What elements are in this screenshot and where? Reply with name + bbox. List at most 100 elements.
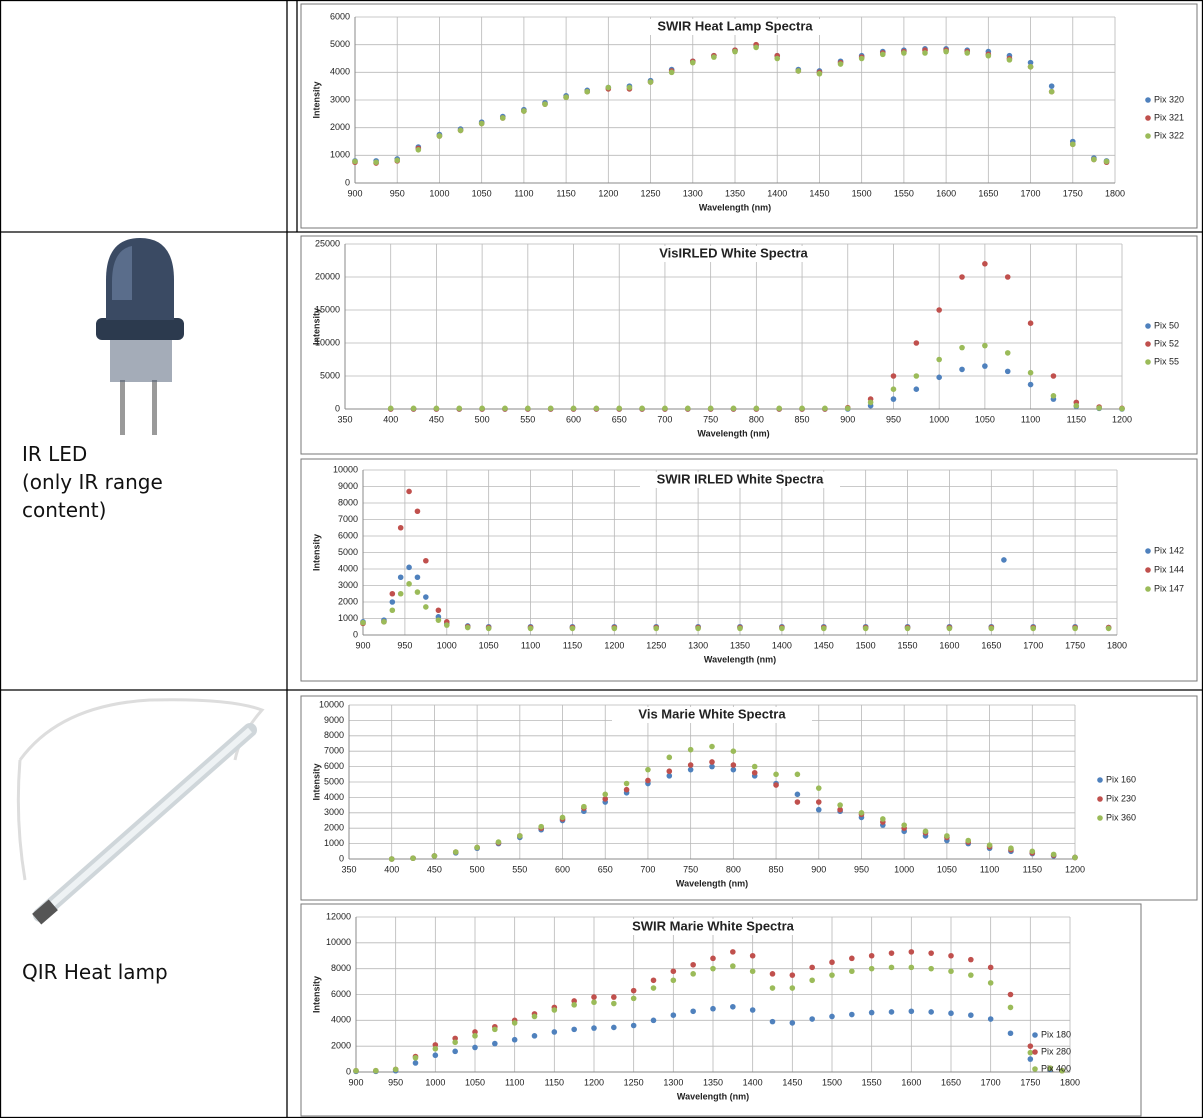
data-point [946,625,953,632]
x-tick-label: 350 [341,864,356,874]
data-point [730,1003,736,1010]
y-tick-label: 15000 [315,304,340,314]
y-tick-label: 0 [345,177,350,187]
data-point [749,1007,756,1013]
x-tick-label: 1800 [1107,640,1127,650]
chart-frame [300,458,1198,682]
legend-marker [1145,97,1151,103]
x-tick-label: 1300 [663,1077,683,1087]
x-tick-label: 1050 [479,640,499,650]
data-point [936,356,942,363]
data-point [570,405,577,412]
data-point [474,844,480,851]
y-axis-title: Intensity [311,308,321,345]
legend-marker [1032,1066,1038,1072]
data-point [959,274,965,280]
legend-label: Pix 52 [1154,338,1179,348]
data-point [690,961,696,968]
x-tick-label: 1650 [978,188,998,198]
data-point [922,50,928,56]
data-point [389,607,396,614]
data-point [381,619,387,625]
data-point [479,405,485,412]
data-point [551,1029,558,1035]
data-point [394,157,401,164]
data-point [822,405,828,412]
data-point [687,762,694,768]
data-point [849,955,855,962]
data-point [414,589,421,595]
data-point [888,950,895,956]
data-point [888,964,895,971]
data-point [710,965,716,972]
y-tick-label: 6000 [338,530,358,540]
data-point [1027,1043,1034,1049]
y-tick-label: 5000 [320,370,340,380]
x-tick-label: 550 [520,414,535,424]
data-point [414,574,421,581]
y-tick-label: 12000 [326,911,351,921]
qir-lamp-image [16,698,265,925]
data-point [730,963,736,969]
x-tick-label: 550 [512,864,527,874]
data-point [815,785,822,791]
data-point [849,968,855,975]
x-tick-label: 650 [598,864,613,874]
data-point [547,405,554,412]
title-bg [613,919,813,935]
x-tick-label: 1500 [822,1077,842,1087]
data-point [452,1039,458,1046]
data-point [1008,845,1014,852]
data-point [1027,369,1034,376]
y-tick-label: 10000 [315,337,340,347]
data-point [737,625,743,632]
data-point [948,952,954,959]
data-point [1007,1004,1014,1011]
y-tick-label: 2000 [331,1041,351,1051]
y-tick-label: 7000 [324,746,344,756]
x-tick-label: 1350 [725,188,745,198]
chart: 900 950 1000 1050 1100 1150 1200 1250 1300 1350 14… [300,458,1198,682]
chart-title: SWIR IRLED White Spectra [657,471,825,486]
legend-label: Pix 230 [1106,793,1136,803]
x-tick-label: 850 [769,864,784,874]
data-point [360,619,366,626]
data-point [602,796,609,802]
data-point [373,1067,379,1074]
y-axis-title: Intensity [311,534,321,571]
y-tick-label: 8000 [338,497,358,507]
data-point [542,101,548,107]
data-point [774,55,781,62]
legend-marker [1145,341,1151,347]
data-point [837,806,843,813]
x-tick-label: 1450 [809,188,829,198]
data-point [1073,402,1080,409]
x-tick-label: 1800 [1105,188,1125,198]
data-point [387,405,394,412]
legend-label: Pix 280 [1041,1046,1071,1056]
x-tick-label: 1100 [505,1077,524,1087]
data-point [936,374,942,381]
data-point [1050,393,1057,399]
data-point [406,581,412,587]
data-point [559,814,566,821]
data-point [769,971,776,977]
data-point [423,604,429,610]
data-point [605,84,612,91]
data-point [666,768,673,775]
x-tick-label: 1050 [975,414,995,424]
data-point [730,748,737,754]
chart: 900 950 1000 1050 1100 1150 1200 1250 1300 1350 14… [300,903,1142,1117]
data-point [611,1000,617,1007]
x-tick-label: 1150 [1067,414,1086,424]
legend-marker [1097,796,1103,802]
legend-marker [1145,133,1151,139]
data-point [982,261,988,267]
data-point [986,842,993,848]
data-point [645,777,651,784]
data-point [1001,557,1007,563]
data-point [1006,57,1013,63]
data-point [478,120,485,127]
data-point [799,405,805,412]
